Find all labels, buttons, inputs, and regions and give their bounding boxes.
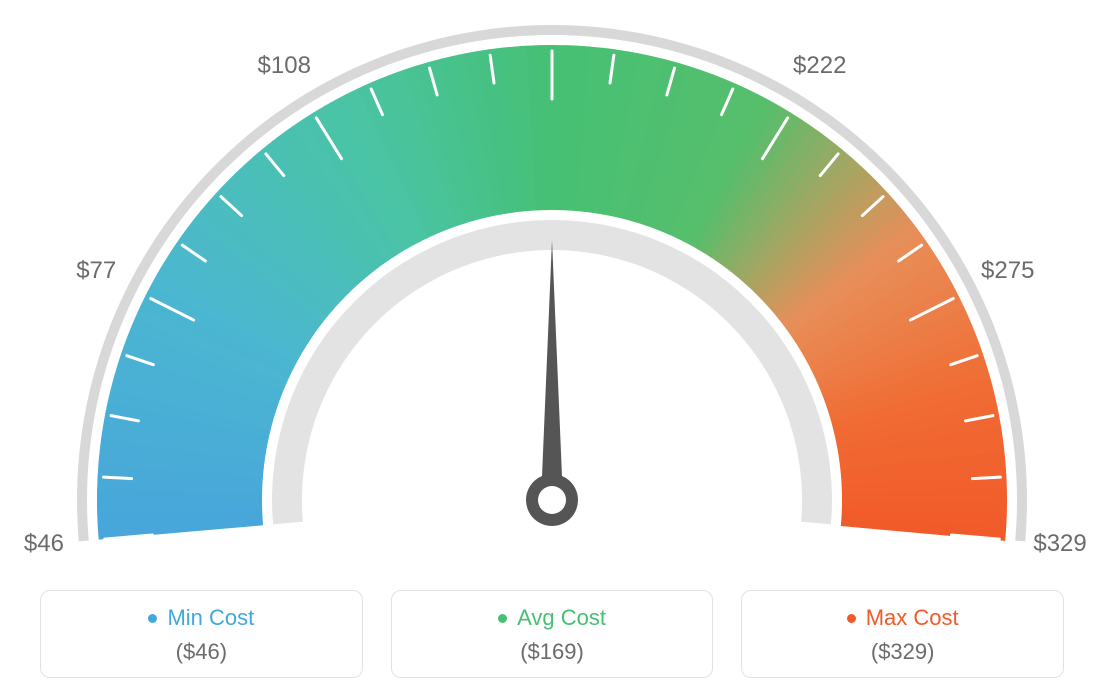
gauge-tick-label: $169 <box>525 0 578 4</box>
legend-title-text: Min Cost <box>167 605 254 631</box>
legend-card-max: Max Cost ($329) <box>741 590 1064 678</box>
legend-value-max: ($329) <box>752 639 1053 665</box>
legend-title-avg: Avg Cost <box>498 605 606 631</box>
legend-value-avg: ($169) <box>402 639 703 665</box>
legend-value-min: ($46) <box>51 639 352 665</box>
legend-title-text: Avg Cost <box>517 605 606 631</box>
legend-title-text: Max Cost <box>866 605 959 631</box>
gauge-tick-label: $329 <box>1033 530 1086 558</box>
gauge-tick-label: $275 <box>981 257 1034 285</box>
legend-title-min: Min Cost <box>148 605 254 631</box>
dot-icon <box>847 614 856 623</box>
gauge-tick-label: $222 <box>793 52 846 80</box>
legend-row: Min Cost ($46) Avg Cost ($169) Max Cost … <box>40 590 1064 678</box>
dot-icon <box>498 614 507 623</box>
gauge-chart: $46 $77 $108 $169 $222 $275 $329 <box>0 0 1104 560</box>
legend-card-avg: Avg Cost ($169) <box>391 590 714 678</box>
legend-title-max: Max Cost <box>847 605 959 631</box>
gauge-tick-label: $108 <box>258 52 311 80</box>
gauge-tick-label: $46 <box>24 530 64 558</box>
gauge-svg <box>0 0 1104 560</box>
gauge-tick-label: $77 <box>76 257 116 285</box>
legend-card-min: Min Cost ($46) <box>40 590 363 678</box>
dot-icon <box>148 614 157 623</box>
